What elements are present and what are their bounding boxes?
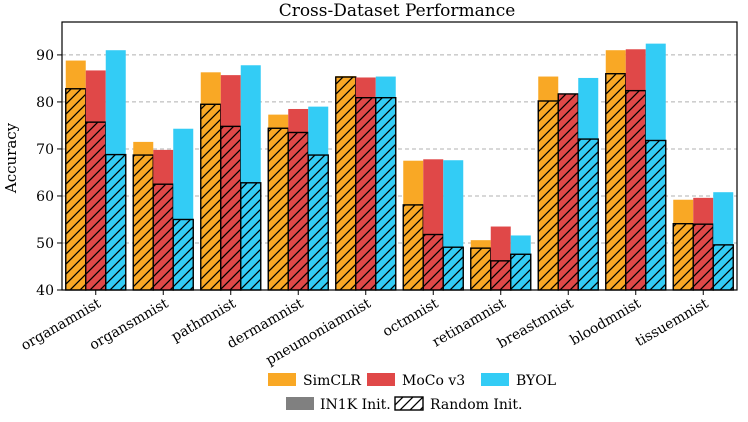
bar-byol-random [510, 253, 532, 291]
bar-byol-random [645, 139, 667, 291]
bar-byol-random [712, 244, 734, 291]
legend-label: SimCLR [303, 373, 361, 389]
legend-swatch-simclr [268, 373, 296, 386]
bar-moco-v3-random [220, 125, 242, 291]
bar-moco-v3-random [422, 233, 444, 291]
bar-moco-v3-random [287, 131, 309, 291]
bar-simclr-random [672, 223, 694, 291]
bar-simclr-random [267, 127, 289, 291]
legend-swatch-moco-v3 [367, 373, 395, 386]
legend-label: BYOL [516, 373, 556, 389]
legend-swatch-byol [481, 373, 509, 386]
plot-frame [61, 21, 738, 291]
legend-label: IN1K Init. [320, 397, 391, 413]
legend-label: Random Init. [430, 397, 522, 413]
bar-simclr-random [402, 204, 424, 291]
bar-byol-random [307, 154, 329, 291]
bar-moco-v3-random [355, 96, 377, 291]
bar-moco-v3-random [625, 89, 647, 291]
bar-simclr-random [335, 76, 357, 291]
x-tick-label: octmnist [380, 295, 442, 340]
x-tick-label: breastmnist [495, 295, 577, 351]
bar-byol-random [172, 218, 194, 291]
y-tick-label: 70 [36, 142, 54, 158]
bar-simclr-random [200, 103, 222, 291]
y-tick-label: 60 [36, 189, 54, 205]
y-tick-label: 80 [36, 95, 54, 111]
bar-moco-v3-random [490, 260, 512, 291]
bar-simclr-random [605, 73, 627, 291]
y-tick-label: 40 [36, 283, 54, 299]
bar-simclr-random [65, 88, 87, 291]
bar-moco-v3-random [85, 121, 107, 291]
legend-label: MoCo v3 [402, 373, 465, 389]
bar-simclr-random [470, 247, 492, 291]
legend-swatch-random [394, 396, 424, 411]
bar-moco-v3-random [152, 183, 174, 291]
x-tick-label: bloodmnist [567, 295, 644, 348]
legend-swatch-in1k [286, 397, 314, 410]
bar-simclr-random [132, 154, 154, 291]
bar-moco-v3-random [557, 93, 579, 291]
y-tick-label: 90 [36, 48, 54, 64]
y-tick-label: 50 [36, 236, 54, 252]
bar-byol-random [577, 138, 599, 291]
x-tick-label: tissuemnist [633, 295, 712, 350]
bar-byol-random [442, 246, 464, 291]
bar-byol-random [375, 96, 397, 291]
bar-moco-v3-random [692, 223, 714, 291]
bar-byol-random [105, 153, 127, 291]
chart-title: Cross-Dataset Performance [279, 1, 516, 21]
bar-byol-random [240, 182, 262, 291]
bar-simclr-random [537, 100, 559, 291]
y-axis-label: Accuracy [2, 122, 20, 194]
